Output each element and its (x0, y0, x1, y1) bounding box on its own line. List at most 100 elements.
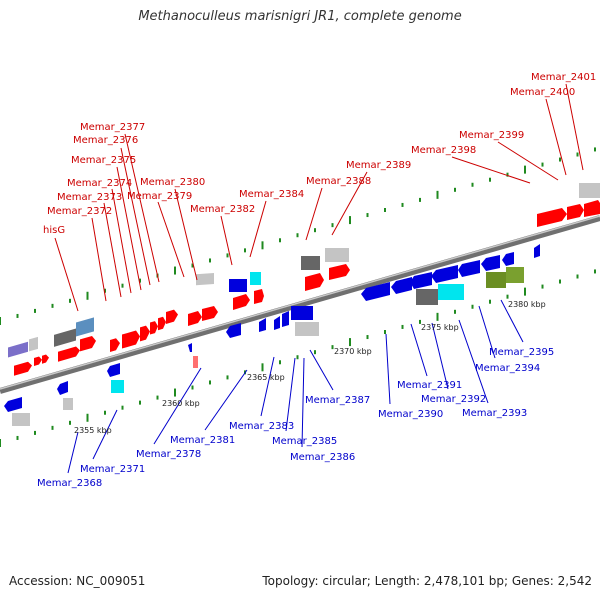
gene-label[interactable]: Memar_2390 (378, 409, 443, 420)
gene-arrow[interactable] (431, 265, 458, 283)
gene-label[interactable]: Memar_2368 (37, 478, 102, 489)
callout-line (497, 141, 559, 181)
gene-label[interactable]: Memar_2399 (459, 130, 524, 141)
gene-arrow[interactable] (150, 320, 158, 335)
gene-arrow[interactable] (58, 345, 80, 362)
callout-line (309, 349, 334, 391)
gene-arrow[interactable] (158, 316, 166, 331)
gene-block[interactable] (250, 272, 261, 285)
gene-arrow[interactable] (42, 354, 49, 364)
gene-label[interactable]: Memar_2377 (80, 122, 145, 133)
gene-arrow[interactable] (391, 277, 412, 294)
gene-arrow[interactable] (259, 318, 266, 332)
gene-label[interactable]: Memar_2392 (421, 394, 486, 405)
gene-arrow[interactable] (188, 311, 202, 326)
gene-arrow[interactable] (458, 260, 480, 277)
gene-label[interactable]: Memar_2400 (510, 87, 575, 98)
gene-arrow[interactable] (305, 273, 324, 291)
gene-block[interactable] (54, 328, 76, 347)
gene-arrow[interactable] (140, 325, 150, 342)
gene-label[interactable]: Memar_2385 (272, 436, 337, 447)
gene-arrow[interactable] (481, 255, 500, 271)
gene-block[interactable] (416, 289, 438, 305)
gene-arrow[interactable] (329, 264, 350, 280)
gene-label[interactable]: Memar_2391 (397, 380, 462, 391)
gene-block[interactable] (579, 183, 600, 198)
gene-label[interactable]: Memar_2401 (531, 72, 596, 83)
gene-arrow[interactable] (502, 252, 514, 266)
gene-block[interactable] (229, 279, 247, 292)
gene-block[interactable] (8, 341, 28, 358)
gene-arrow[interactable] (537, 208, 567, 227)
gene-label[interactable]: Memar_2381 (170, 435, 235, 446)
gene-label[interactable]: Memar_2378 (136, 449, 201, 460)
gene-label[interactable]: Memar_2371 (80, 464, 145, 475)
gene-block[interactable] (295, 322, 319, 336)
gene-label[interactable]: Memar_2395 (489, 347, 554, 358)
gene-label[interactable]: Memar_2383 (229, 421, 294, 432)
gene-arrow[interactable] (361, 282, 390, 301)
gene-arrow[interactable] (110, 337, 120, 352)
gene-arrow[interactable] (274, 316, 280, 330)
gene-label[interactable]: Memar_2376 (73, 135, 138, 146)
gene-arrow[interactable] (584, 200, 600, 217)
gene-arrow[interactable] (410, 272, 432, 289)
callout-line (260, 356, 275, 417)
gene-arrow[interactable] (122, 329, 140, 349)
gene-arrow[interactable] (567, 204, 584, 220)
gene-label[interactable]: Memar_2379 (127, 191, 192, 202)
gene-label[interactable]: Memar_2375 (71, 155, 136, 166)
gene-block[interactable] (63, 398, 73, 410)
gene-arrow[interactable] (34, 356, 42, 366)
gene-block[interactable] (438, 284, 464, 300)
gene-block[interactable] (196, 273, 214, 286)
gene-label[interactable]: hisG (43, 225, 65, 236)
scale-label: 2365 kbp (247, 373, 285, 382)
gene-block[interactable] (193, 356, 198, 368)
gene-arrow[interactable] (202, 306, 218, 321)
callout-line (103, 202, 122, 298)
gene-arrow[interactable] (534, 244, 540, 258)
gene-label[interactable]: Memar_2393 (462, 408, 527, 419)
gene-label[interactable]: Memar_2382 (190, 204, 255, 215)
gene-label[interactable]: Memar_2388 (306, 176, 371, 187)
gene-arrow[interactable] (80, 335, 96, 352)
gene-block[interactable] (325, 248, 349, 262)
gene-label[interactable]: Memar_2372 (47, 206, 112, 217)
callout-line (116, 166, 142, 291)
gene-arrow[interactable] (107, 363, 120, 377)
gene-label[interactable]: Memar_2373 (57, 192, 122, 203)
gene-block[interactable] (76, 317, 94, 337)
gene-block[interactable] (291, 306, 313, 320)
page-title: Methanoculleus marisnigri JR1, complete … (138, 9, 462, 24)
callout-line (458, 319, 489, 404)
callout-line (174, 188, 198, 281)
gene-arrow[interactable] (254, 289, 264, 304)
gene-arrow[interactable] (188, 343, 192, 352)
gene-block[interactable] (301, 256, 320, 270)
gene-block[interactable] (111, 380, 124, 393)
gene-arrow[interactable] (14, 361, 32, 376)
gene-label[interactable]: Memar_2398 (411, 145, 476, 156)
gene-block[interactable] (506, 267, 524, 283)
gene-arrow[interactable] (57, 381, 68, 395)
gene-arrow[interactable] (166, 309, 178, 324)
gene-arrow[interactable] (226, 323, 241, 338)
gene-label[interactable]: Memar_2387 (305, 395, 370, 406)
genome-backbone (0, 215, 600, 394)
scale-label: 2360 kbp (162, 399, 200, 408)
gene-block[interactable] (12, 413, 30, 426)
plus-strand-labels: hisG Memar_2372 Memar_2373 Memar_2374 Me… (43, 72, 596, 236)
gene-label[interactable]: Memar_2394 (475, 363, 540, 374)
gene-arrow[interactable] (4, 397, 22, 412)
gene-label[interactable]: Memar_2374 (67, 178, 132, 189)
gene-label[interactable]: Memar_2380 (140, 177, 205, 188)
callout-line (301, 357, 305, 448)
gene-label[interactable]: Memar_2384 (239, 189, 304, 200)
gene-label[interactable]: Memar_2389 (346, 160, 411, 171)
gene-arrow[interactable] (282, 311, 289, 327)
gene-block[interactable] (29, 336, 38, 352)
gene-label[interactable]: Memar_2386 (290, 452, 355, 463)
gene-arrow[interactable] (233, 294, 250, 310)
gene-block[interactable] (486, 272, 506, 288)
